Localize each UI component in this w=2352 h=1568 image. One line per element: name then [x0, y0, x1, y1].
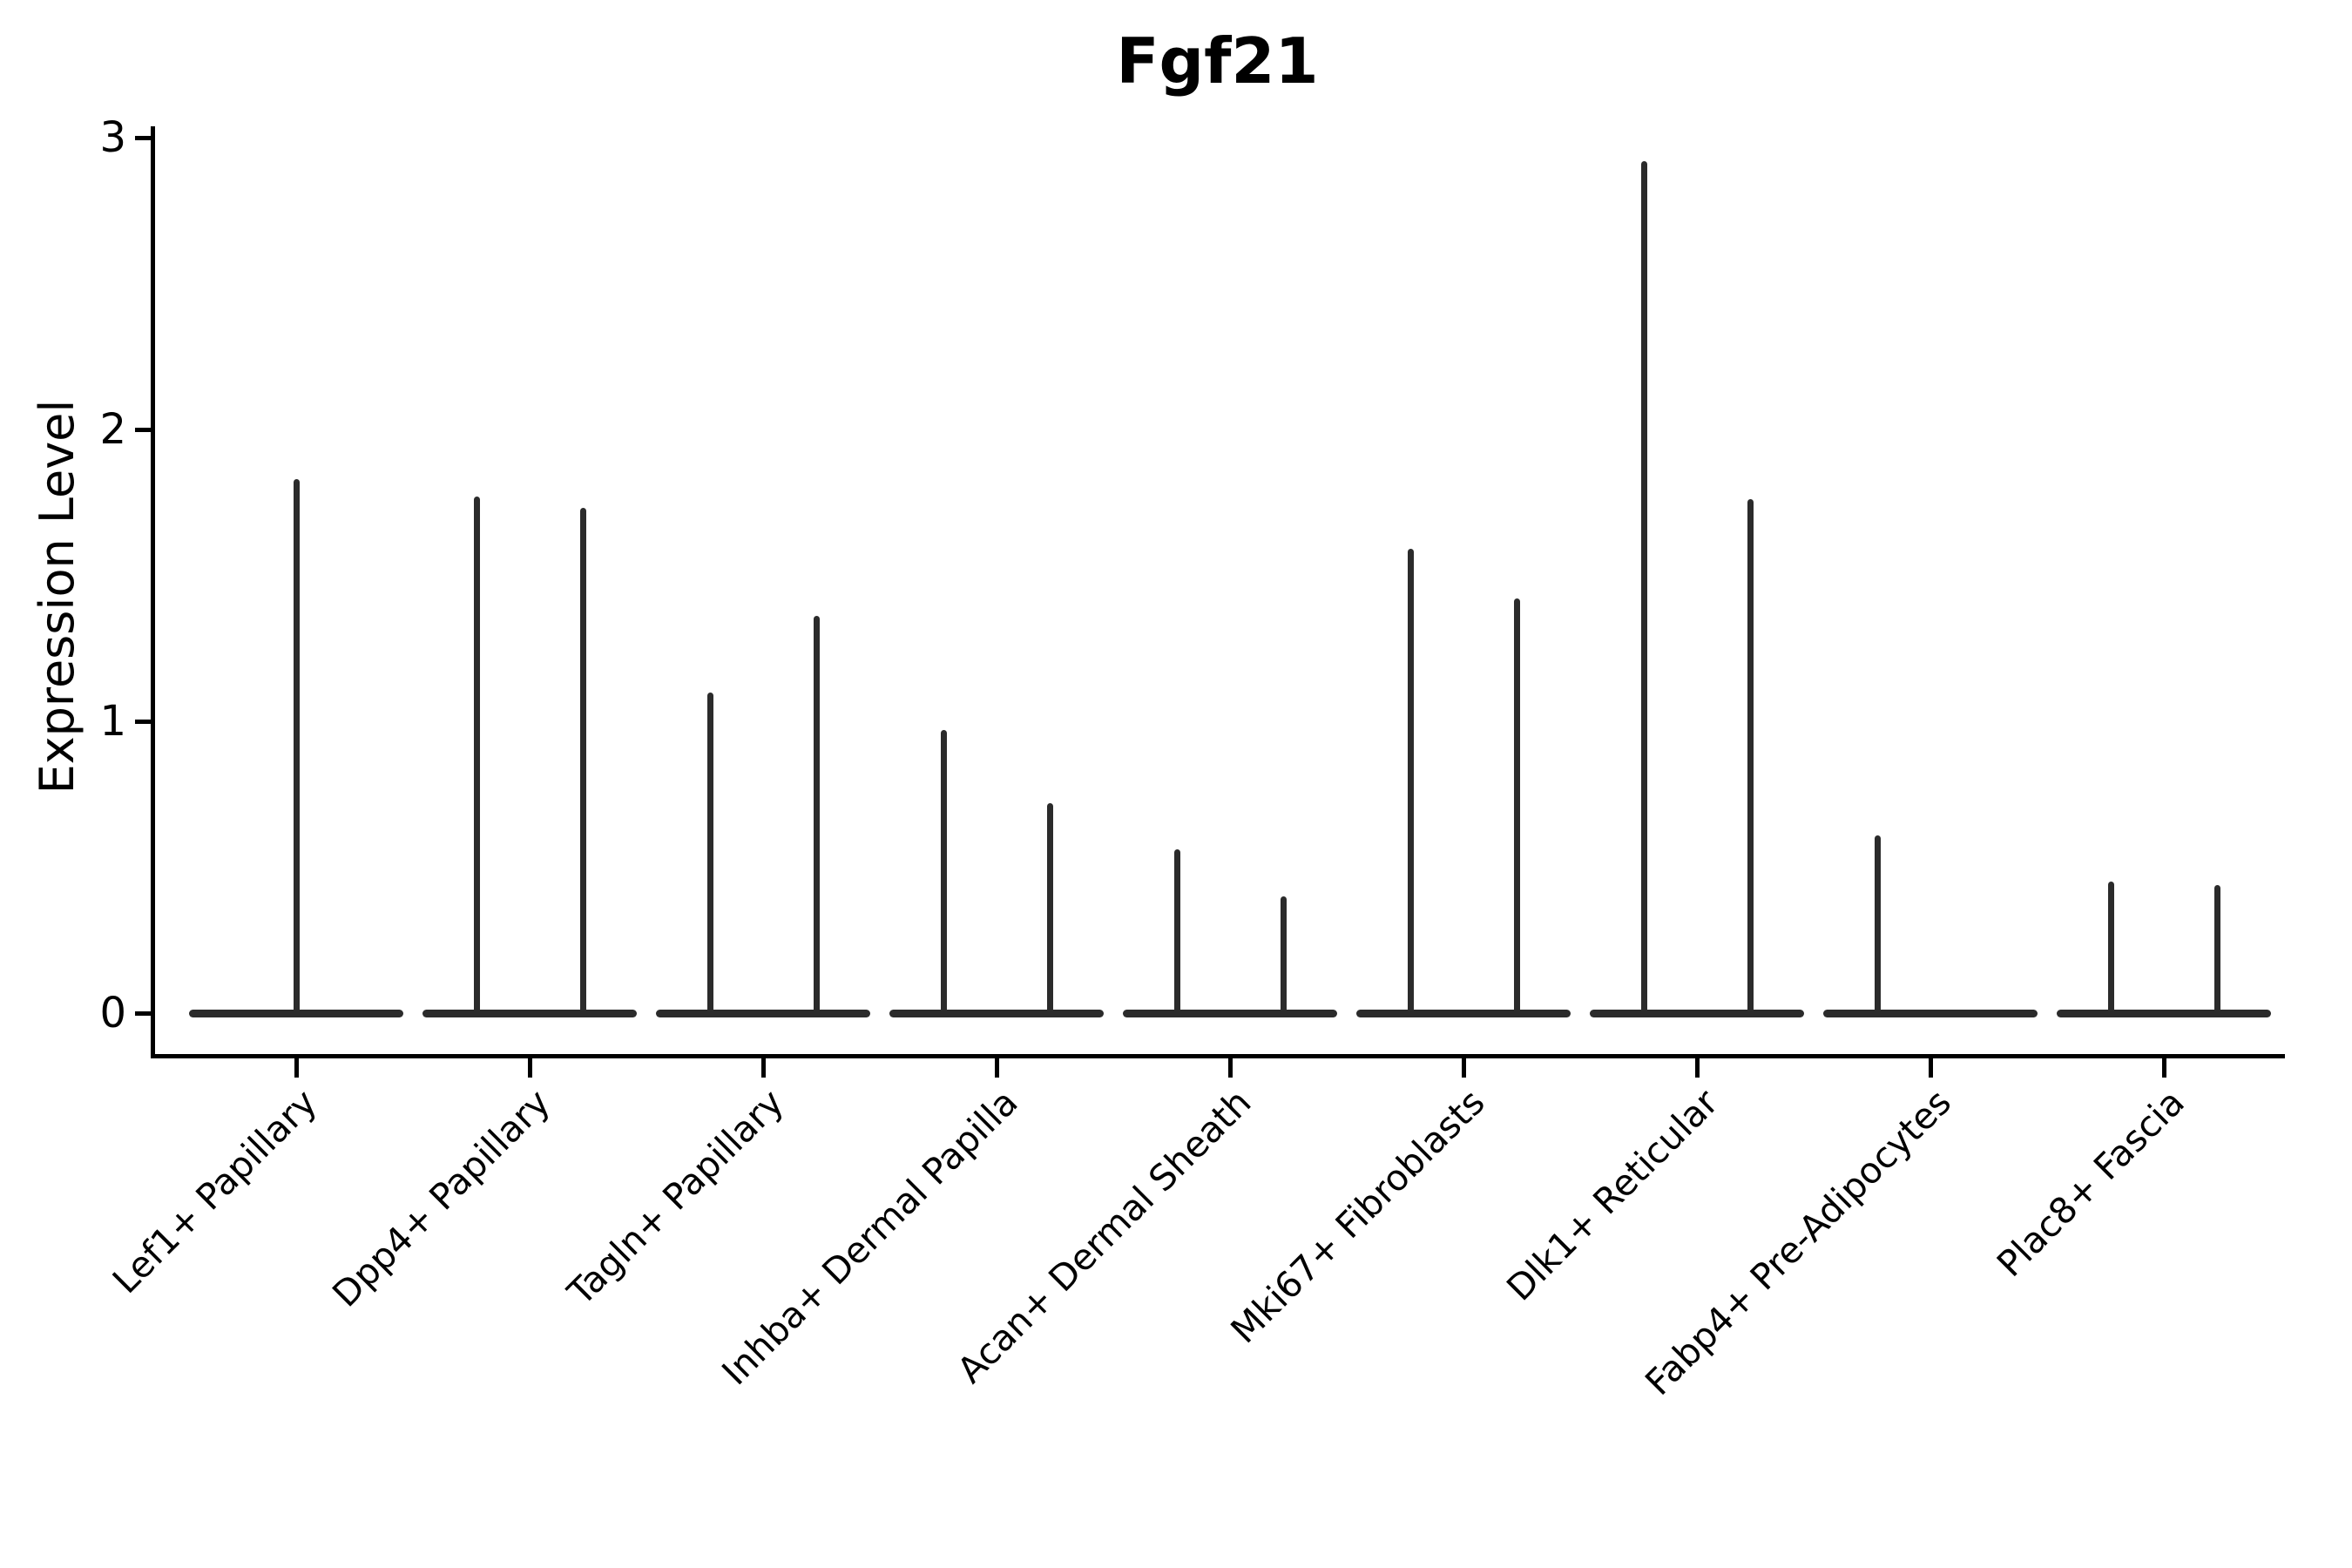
violin-body-baseline — [2057, 1009, 2271, 1017]
violin-body-baseline — [1356, 1009, 1571, 1017]
violin-spike — [1046, 802, 1053, 1013]
y-tick-mark — [135, 719, 151, 724]
violin-spike — [2213, 884, 2220, 1013]
violin-body-baseline — [1123, 1009, 1337, 1017]
violin-spike — [1874, 835, 1881, 1013]
violin-spike — [1513, 598, 1520, 1013]
violin-spike — [940, 730, 947, 1013]
x-axis-spine — [151, 1054, 2285, 1058]
x-tick-mark — [760, 1058, 766, 1078]
x-tick-mark — [994, 1058, 999, 1078]
y-tick-mark — [135, 1010, 151, 1016]
x-tick-label: Lef1+ Papillary — [105, 1081, 326, 1302]
violin-body-baseline — [1823, 1009, 2038, 1017]
violin-spike — [813, 616, 820, 1013]
x-tick-label: Tagln+ Papillary — [559, 1081, 793, 1314]
x-tick-label: Dpp4+ Papillary — [324, 1081, 559, 1315]
y-tick-label: 3 — [99, 113, 126, 162]
y-tick-mark — [135, 427, 151, 432]
y-axis-spine — [151, 126, 155, 1058]
violin-body-baseline — [656, 1009, 870, 1017]
y-tick-label: 1 — [99, 697, 126, 746]
violin-body-baseline — [1590, 1009, 1804, 1017]
y-tick-label: 0 — [99, 989, 126, 1037]
x-tick-label: Dlk1+ Reticular — [1498, 1081, 1727, 1309]
violin-spike — [2107, 882, 2114, 1013]
violin-spike — [1173, 849, 1180, 1013]
violin-spike — [1640, 160, 1647, 1013]
violin-body-baseline — [889, 1009, 1104, 1017]
violin-spike — [1747, 499, 1754, 1013]
violin-spike — [706, 692, 713, 1013]
y-tick-mark — [135, 135, 151, 140]
x-tick-label: Mki67+ Fibroblasts — [1222, 1081, 1493, 1352]
x-tick-mark — [294, 1058, 299, 1078]
violin-spike — [293, 478, 300, 1013]
violin-spike — [473, 497, 480, 1013]
x-tick-mark — [1694, 1058, 1700, 1078]
x-tick-mark — [2161, 1058, 2166, 1078]
violin-spike — [579, 508, 586, 1013]
violin-body-baseline — [422, 1009, 637, 1017]
violin-spike — [1280, 896, 1287, 1013]
x-tick-mark — [1227, 1058, 1233, 1078]
chart-title: Fgf21 — [1116, 24, 1319, 98]
violin-spike — [1407, 549, 1414, 1013]
x-tick-label: Plac8+ Fascia — [1989, 1081, 2193, 1286]
y-tick-label: 2 — [99, 405, 126, 454]
x-tick-mark — [527, 1058, 532, 1078]
x-tick-mark — [1928, 1058, 1933, 1078]
violin-body-baseline — [189, 1009, 403, 1017]
x-tick-mark — [1461, 1058, 1466, 1078]
